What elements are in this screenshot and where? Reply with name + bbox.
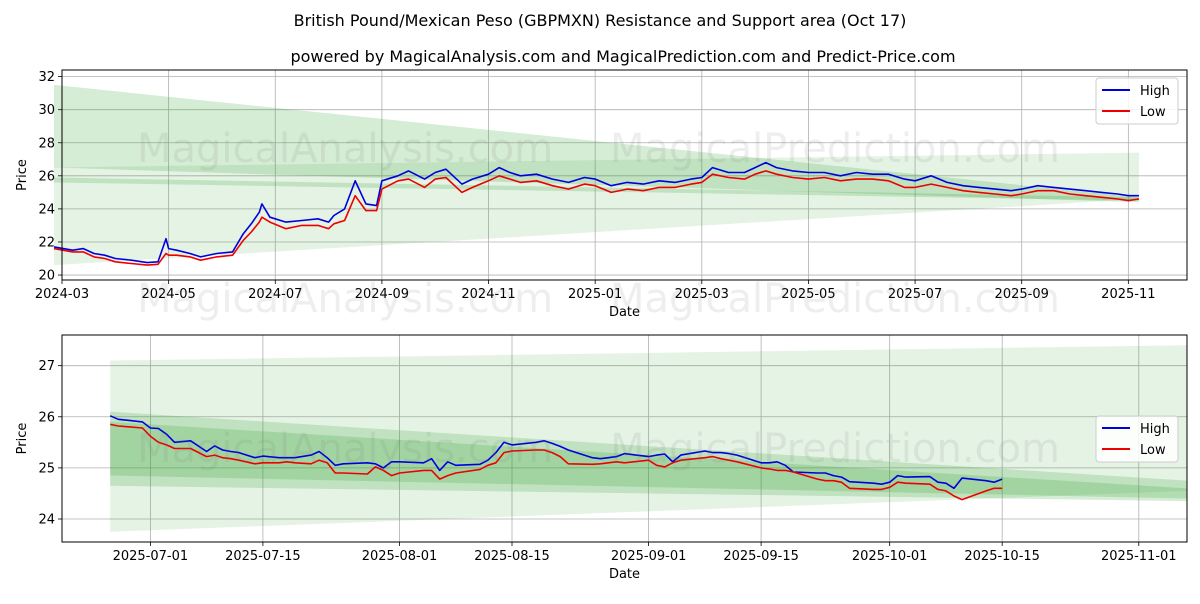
watermark-top-right: MagicalPrediction.com [610,126,1060,172]
chart-subtitle: powered by MagicalAnalysis.com and Magic… [290,47,955,66]
x-tick-label: 2025-11-01 [1101,549,1177,564]
y-tick-label: 25 [38,461,55,476]
x-tick-label: 2024-07 [248,287,302,302]
x-tick-label: 2025-10-01 [852,549,928,564]
x-tick-label: 2025-09-01 [611,549,687,564]
x-tick-label: 2025-01 [568,287,622,302]
top-panel: 2024-03 2024-05 2024-07 2024-09 2024-11 2025-… [15,69,1188,320]
legend-label-high: High [1140,422,1170,437]
y-tick-label: 26 [38,410,55,425]
bottom-panel: 2025-07-01 2025-07-15 2025-08-01 2025-08-15… [15,334,1188,582]
watermark-mid-right: MagicalPrediction.com [610,276,1060,322]
support-resistance-band [54,152,1140,266]
support-resistance-band [110,345,1188,532]
plot-frame [61,334,1188,543]
y-tick-label: 24 [38,202,55,217]
y-axis-label: Price [15,423,30,455]
legend-label-low: Low [1140,443,1166,458]
x-tick-label: 2024-05 [141,287,195,302]
legend-label-high: High [1140,84,1170,99]
x-tick-label: 2025-03 [675,287,729,302]
x-tick-label: 2024-11 [461,287,515,302]
x-tick-label: 2025-08-01 [362,549,438,564]
support-resistance-band [54,177,1140,201]
x-tick-label: 2025-07-01 [113,549,189,564]
watermark-bottom-left: MagicalAnalysis.com [137,426,553,472]
series-line-high [53,161,1139,264]
y-tick-label: 26 [38,169,55,184]
watermark-mid-left: MagicalAnalysis.com [137,276,553,322]
x-tick-label: 2025-07-15 [225,549,301,564]
plot-frame [61,69,1188,281]
x-tick-label: 2025-07 [888,287,942,302]
series-line-low [110,423,1003,501]
y-tick-label: 22 [38,235,55,250]
legend-label-low: Low [1140,105,1166,120]
x-axis-label: Date [609,305,640,320]
x-axis-label: Date [609,567,640,582]
y-axis-label: Price [15,159,30,191]
x-tick-label: 2024-09 [355,287,409,302]
x-tick-label: 2025-05 [781,287,835,302]
y-tick-label: 28 [38,136,55,151]
x-tick-label: 2025-11 [1101,287,1155,302]
y-tick-label: 27 [38,359,55,374]
x-tick-label: 2025-10-15 [964,549,1040,564]
x-tick-label: 2025-08-15 [474,549,550,564]
y-tick-label: 20 [38,269,55,284]
series-line-high [109,415,1003,490]
y-tick-label: 24 [38,513,55,528]
chart-title: British Pound/Mexican Peso (GBPMXN) Resi… [294,11,907,30]
y-tick-label: 32 [38,70,55,85]
x-tick-label: 2025-09-15 [723,549,799,564]
x-tick-label: 2025-09 [995,287,1049,302]
watermark-bottom-right: MagicalPrediction.com [610,426,1060,472]
series-line-low [53,170,1140,266]
watermark-top-left: MagicalAnalysis.com [137,126,553,172]
x-tick-label: 2024-03 [35,287,89,302]
y-tick-label: 30 [38,103,55,118]
